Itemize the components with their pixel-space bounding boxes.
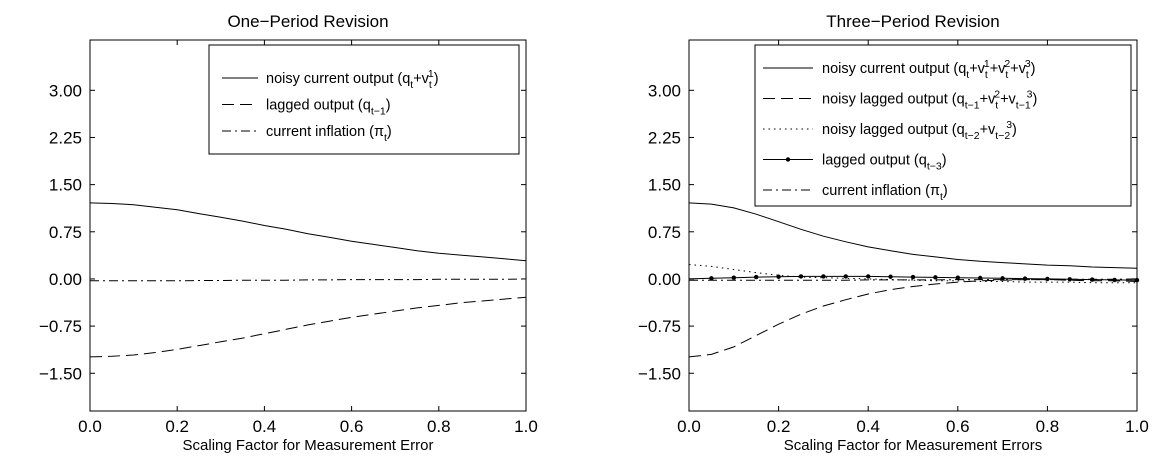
- chart-panel-2: Three−Period Revision Scaling Factor for …: [638, 12, 1149, 454]
- series-line-3: [90, 278, 527, 282]
- legend-swatch-marker: [785, 157, 791, 162]
- series-marker: [910, 274, 916, 280]
- y-tick-label: 1.50: [49, 176, 82, 195]
- plot-area-frame: [89, 39, 527, 412]
- legend-entry-label: noisy lagged output (qt−2+vt−23): [822, 119, 1017, 142]
- y-tick-label: 2.25: [648, 128, 681, 147]
- series-marker: [1022, 276, 1028, 281]
- plot-area-frame: [688, 39, 1138, 412]
- series-marker: [1112, 277, 1117, 283]
- series-marker: [933, 275, 938, 280]
- series-marker: [776, 274, 781, 279]
- series-marker: [955, 275, 960, 280]
- x-tick-label: 1.0: [1125, 417, 1149, 436]
- x-tick-label: 0.8: [427, 417, 451, 436]
- x-tick-label: 0.4: [856, 417, 880, 436]
- series-marker: [821, 274, 826, 279]
- series-marker: [866, 274, 871, 279]
- legend-entry-label: lagged output (qt−3): [822, 153, 947, 173]
- x-tick-label: 0.4: [253, 417, 277, 436]
- x-tick-label: 0.2: [165, 417, 189, 436]
- y-tick-label: 3.00: [49, 81, 82, 100]
- series-marker: [888, 274, 893, 279]
- series-marker: [1134, 278, 1140, 283]
- y-tick-label: −1.50: [39, 364, 82, 383]
- chart-panel-1: One−Period Revision Scaling Factor for Me…: [39, 12, 538, 454]
- series-marker: [1045, 276, 1050, 282]
- y-tick-label: 1.50: [648, 176, 681, 195]
- series-marker: [798, 274, 804, 279]
- legend-entry-label: noisy current output (qt+vt1+vt2+vt3): [822, 58, 1036, 81]
- series-line-1: [688, 202, 1138, 269]
- legend: noisy current output (qt+vt1+vt2+vt3) noi…: [754, 44, 1132, 207]
- series-marker: [843, 274, 848, 279]
- series-line-2: [688, 279, 1138, 358]
- y-tick-label: 0.00: [648, 270, 681, 289]
- series-marker: [754, 274, 759, 280]
- legend-entry-label: noisy lagged output (qt−1+vt2+vt−13): [822, 89, 1037, 112]
- legend: noisy current output (qt+vt1) lagged outp…: [208, 44, 520, 155]
- y-tick-label: −1.50: [638, 364, 681, 383]
- chart-title: One−Period Revision: [227, 12, 388, 31]
- x-tick-label: 0.0: [78, 417, 102, 436]
- x-axis-label: Scaling Factor for Measurement Errors: [784, 437, 1042, 453]
- series-line-1: [89, 202, 527, 262]
- y-tick-label: 0.75: [648, 223, 681, 242]
- series-marker: [709, 276, 714, 281]
- x-tick-label: 0.8: [1036, 417, 1060, 436]
- legend-box: [208, 44, 520, 155]
- x-axis-label: Scaling Factor for Measurement Error: [183, 437, 434, 453]
- series-marker: [731, 275, 736, 280]
- x-tick-label: 1.0: [514, 417, 538, 436]
- legend-box: [754, 44, 1132, 207]
- y-tick-label: −0.75: [39, 317, 82, 336]
- legend-entry-label: noisy current output (qt+vt1): [266, 68, 439, 91]
- chart-title: Three−Period Revision: [826, 12, 999, 31]
- x-tick-label: 0.6: [340, 417, 364, 436]
- legend-entry-label: current inflation (πt): [822, 183, 948, 203]
- y-tick-label: 0.75: [49, 223, 82, 242]
- legend-entry-label: current inflation (πt): [266, 124, 392, 144]
- x-tick-label: 0.2: [767, 417, 791, 436]
- series-line-2: [89, 296, 527, 358]
- x-tick-label: 0.6: [946, 417, 970, 436]
- y-tick-label: 0.00: [49, 270, 82, 289]
- legend-entry-label: lagged output (qt−1): [266, 98, 391, 118]
- y-tick-label: 2.25: [49, 128, 82, 147]
- y-tick-label: −0.75: [638, 317, 681, 336]
- y-tick-label: 3.00: [648, 81, 681, 100]
- x-tick-label: 0.0: [677, 417, 701, 436]
- series-line-3: [688, 264, 1137, 284]
